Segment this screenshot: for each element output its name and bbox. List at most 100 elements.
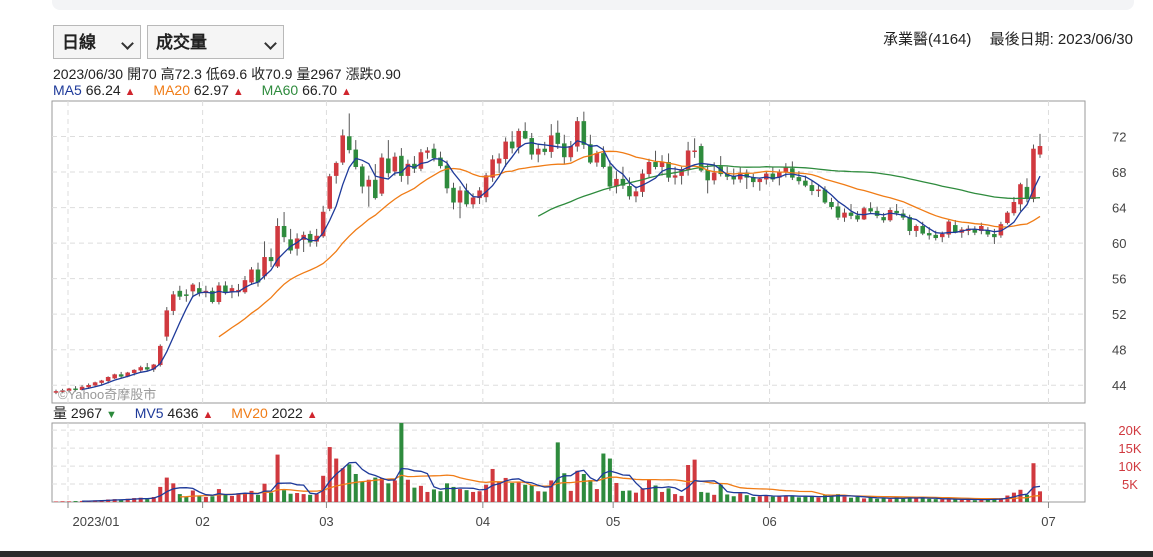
candle-body bbox=[86, 384, 91, 388]
volume-bar bbox=[125, 498, 130, 502]
volume-bar bbox=[620, 490, 625, 502]
volume-bar bbox=[549, 480, 554, 502]
volume-bar bbox=[327, 447, 332, 502]
x-tick-label: 06 bbox=[762, 514, 776, 529]
quote-low: 低69.6 bbox=[205, 66, 248, 82]
candle-body bbox=[509, 141, 515, 149]
volume-bar bbox=[236, 493, 241, 502]
x-tick-label: 2023/01 bbox=[73, 514, 120, 529]
volume-bar bbox=[816, 497, 821, 502]
volume-bar bbox=[171, 483, 176, 502]
candle-body bbox=[438, 157, 443, 167]
volume-bar bbox=[966, 499, 971, 502]
volume-bar bbox=[431, 489, 436, 502]
indicator-select[interactable]: 成交量 bbox=[147, 25, 284, 59]
ma60-label: MA60 bbox=[261, 82, 299, 98]
volume-bar bbox=[796, 497, 801, 502]
volume-bar bbox=[985, 499, 990, 502]
volume-bar bbox=[575, 470, 580, 502]
candle-body bbox=[907, 217, 912, 231]
volume-bar bbox=[835, 494, 841, 502]
volume-bar bbox=[314, 494, 319, 502]
candle-body bbox=[425, 150, 430, 153]
volume-bar bbox=[132, 498, 137, 502]
candle-body bbox=[588, 144, 593, 163]
candle-body bbox=[60, 390, 65, 392]
volume-tick-label: 20K bbox=[1118, 423, 1141, 438]
volume-bar bbox=[184, 496, 189, 502]
volume-tick-label: 10K bbox=[1118, 459, 1141, 474]
stock-info: 承業醫(4164) 最後日期: 2023/06/30 bbox=[869, 28, 1133, 49]
candle-body bbox=[1005, 212, 1010, 223]
candle-body bbox=[816, 189, 821, 192]
volume-bar bbox=[295, 493, 300, 502]
yahoo-watermark: ©Yahoo奇摩股市 bbox=[58, 387, 156, 402]
candle-body bbox=[392, 156, 398, 172]
volume-bar bbox=[353, 473, 358, 502]
candle-body bbox=[490, 159, 495, 178]
candle-body bbox=[926, 233, 932, 236]
candle-body bbox=[575, 121, 580, 147]
volume-bar bbox=[660, 491, 665, 502]
x-tick-label: 03 bbox=[319, 514, 333, 529]
candle-body bbox=[757, 178, 763, 183]
ma60-legend: MA60 66.70 ▲ bbox=[262, 82, 352, 98]
candle-body bbox=[307, 233, 313, 243]
quote-change: 漲跌0.90 bbox=[345, 66, 401, 82]
candle-body bbox=[601, 153, 606, 167]
volume-bar bbox=[594, 489, 599, 502]
volume-bar bbox=[562, 473, 567, 502]
candle-body bbox=[457, 190, 463, 203]
candle-body bbox=[666, 162, 671, 178]
volume-bar bbox=[992, 498, 997, 502]
period-select-value: 日線 bbox=[62, 33, 96, 52]
period-select[interactable]: 日線 bbox=[53, 25, 141, 59]
candle-body bbox=[346, 136, 352, 151]
x-tick-label: 05 bbox=[606, 514, 620, 529]
volume-bar bbox=[203, 496, 208, 502]
candle-body bbox=[920, 225, 925, 234]
candle-body bbox=[483, 175, 489, 198]
candle-body bbox=[568, 146, 574, 158]
candle-body bbox=[705, 170, 710, 181]
candle-body bbox=[281, 225, 287, 238]
volume-bar bbox=[60, 501, 65, 502]
volume-panel-frame bbox=[51, 422, 1086, 503]
candle-body bbox=[262, 257, 267, 277]
candle-body bbox=[692, 150, 697, 152]
volume-bar bbox=[738, 493, 743, 502]
candle-body bbox=[711, 172, 717, 181]
volume-bar bbox=[868, 497, 873, 502]
volume-bar bbox=[425, 491, 430, 502]
price-tick-label: 60 bbox=[1112, 236, 1126, 251]
x-tick-label: 04 bbox=[476, 514, 490, 529]
volume-bar bbox=[523, 484, 528, 502]
volume-bar bbox=[67, 501, 72, 502]
volume-bar bbox=[275, 454, 280, 502]
price-tick-label: 64 bbox=[1112, 201, 1126, 216]
volume-bar bbox=[444, 483, 450, 502]
candle-body bbox=[848, 212, 854, 216]
candle-body bbox=[535, 148, 541, 155]
volume-bar bbox=[920, 498, 925, 502]
candle-body bbox=[555, 132, 561, 144]
volume-bar bbox=[979, 499, 984, 502]
volume-bar bbox=[282, 490, 287, 502]
candle-body bbox=[1011, 202, 1017, 214]
volume-value: 2967 bbox=[70, 405, 103, 421]
mv20-legend: MV20 2022 ▲ bbox=[231, 405, 317, 421]
candle-body bbox=[327, 176, 332, 209]
candle-body bbox=[933, 234, 939, 239]
candle-body bbox=[464, 190, 469, 205]
candle-body bbox=[627, 186, 632, 197]
volume-bar bbox=[770, 496, 775, 502]
candle-body bbox=[470, 197, 476, 205]
x-tick-label: 02 bbox=[195, 514, 209, 529]
volume-bar bbox=[177, 494, 182, 502]
candle-body bbox=[620, 178, 626, 186]
candle-body bbox=[366, 179, 372, 187]
volume-bar bbox=[119, 499, 124, 502]
price-tick-label: 68 bbox=[1112, 165, 1126, 180]
volume-bar bbox=[653, 485, 658, 502]
quote-close: 收70.9 bbox=[251, 66, 293, 82]
